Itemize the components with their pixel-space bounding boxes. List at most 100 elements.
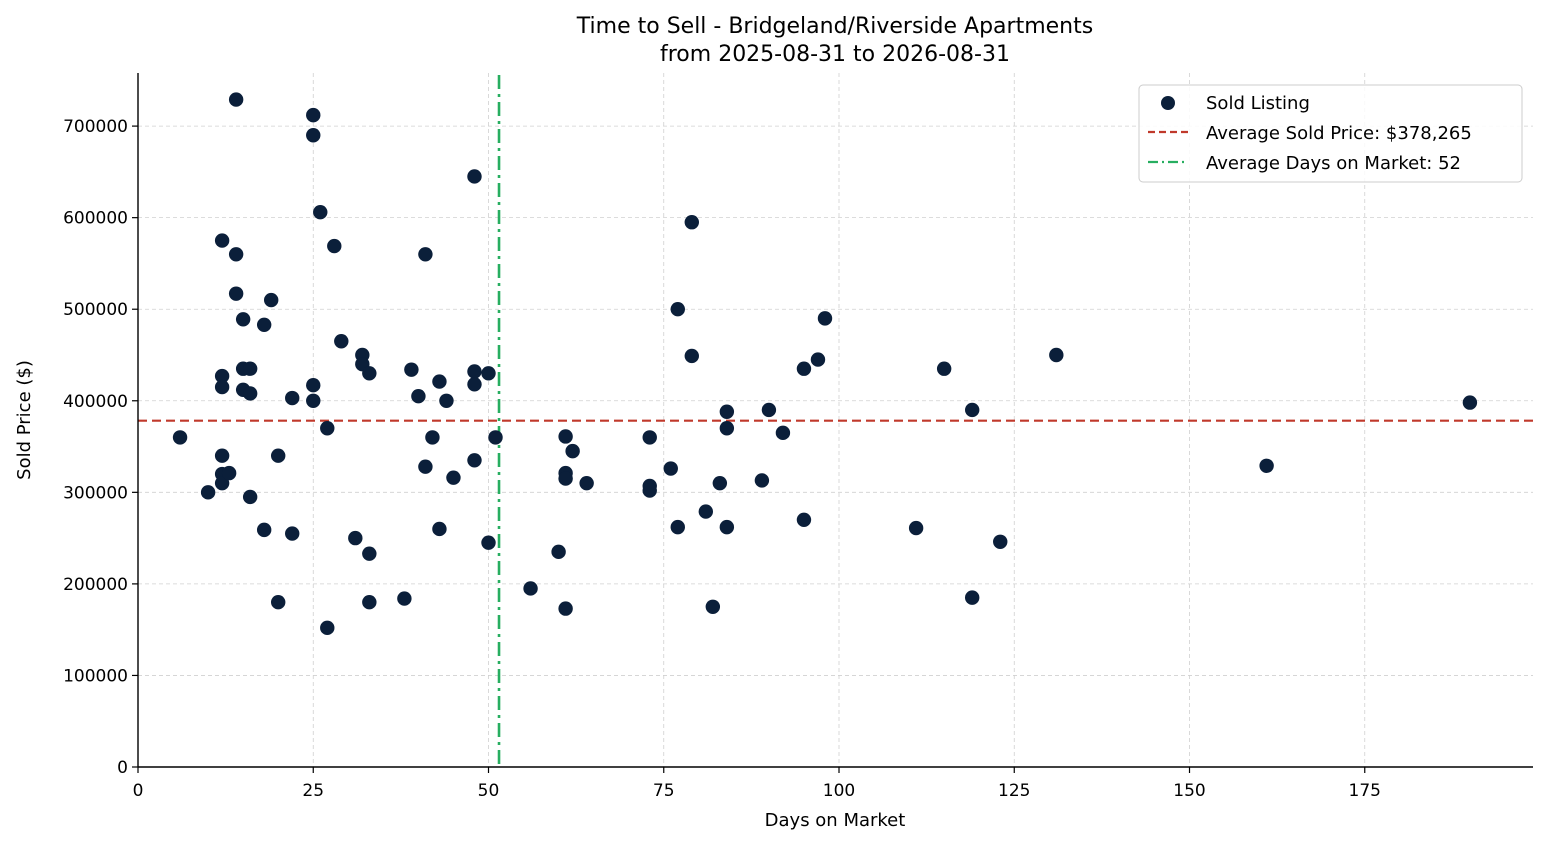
data-point <box>334 334 349 349</box>
data-point <box>558 429 573 444</box>
data-point <box>271 594 286 610</box>
data-point <box>306 393 321 408</box>
data-point <box>235 312 251 327</box>
data-point <box>642 483 657 498</box>
data-point <box>418 459 433 474</box>
data-point <box>817 311 833 326</box>
data-point <box>705 599 721 614</box>
data-point <box>761 402 777 418</box>
data-point <box>327 238 342 254</box>
data-point <box>936 361 952 376</box>
data-point <box>242 386 258 401</box>
data-point <box>306 128 321 143</box>
data-point <box>411 388 426 404</box>
data-point <box>242 489 258 505</box>
data-point <box>214 233 230 248</box>
data-point <box>467 377 482 392</box>
data-point <box>719 519 735 535</box>
data-point <box>964 402 980 418</box>
data-point <box>285 526 300 541</box>
data-point <box>712 475 728 491</box>
data-point <box>1049 347 1064 363</box>
data-point <box>172 430 188 445</box>
data-point <box>1462 395 1478 410</box>
data-point <box>214 368 230 384</box>
data-point <box>775 425 791 441</box>
data-point <box>228 92 244 107</box>
data-point <box>320 620 335 636</box>
data-point <box>810 352 826 367</box>
data-point <box>908 520 924 536</box>
chart-title: Time to Sell - Bridgeland/Riverside Apar… <box>576 14 1093 39</box>
data-point <box>256 317 272 332</box>
data-point <box>579 475 594 491</box>
data-point <box>306 378 321 393</box>
data-point <box>228 286 244 301</box>
data-point <box>285 390 300 406</box>
data-point <box>348 530 363 546</box>
data-point <box>684 348 699 364</box>
data-point <box>684 215 699 230</box>
data-point <box>698 504 714 519</box>
data-point <box>719 404 735 419</box>
data-point <box>362 366 377 381</box>
y-tick-label: 0 <box>117 758 128 778</box>
data-point <box>467 364 482 379</box>
data-point <box>432 521 447 537</box>
data-point <box>488 430 503 445</box>
y-tick-label: 600000 <box>63 209 128 229</box>
data-point <box>439 393 454 408</box>
data-point <box>221 465 237 481</box>
data-point <box>719 421 735 436</box>
data-point <box>467 169 482 184</box>
axis-ticks: 0 25 50 75 100 125 150 175 0 100000 200000 300000 40… <box>63 117 1381 801</box>
data-point <box>306 107 321 123</box>
data-point <box>418 247 433 262</box>
x-tick-label: 0 <box>133 781 144 801</box>
reference-lines <box>138 75 1533 767</box>
legend: Sold Listing Average Sold Price: $378,26… <box>1138 84 1523 183</box>
legend-label-avg-days: Average Days on Market: 52 <box>1206 153 1461 174</box>
data-point <box>1259 458 1274 473</box>
data-point <box>663 461 678 476</box>
y-tick-label: 500000 <box>63 300 128 320</box>
y-tick-label: 100000 <box>63 666 128 686</box>
y-axis-label: Sold Price ($) <box>14 360 35 480</box>
data-point <box>642 430 657 445</box>
y-tick-label: 400000 <box>63 392 128 412</box>
x-tick-label: 25 <box>302 781 324 801</box>
data-point <box>446 470 461 485</box>
data-point <box>481 535 496 550</box>
data-point <box>320 421 335 436</box>
data-point <box>214 475 230 491</box>
data-point <box>993 534 1008 549</box>
x-tick-label: 100 <box>823 781 855 801</box>
data-point <box>263 292 279 308</box>
y-tick-label: 200000 <box>63 575 128 595</box>
data-point <box>228 247 244 262</box>
data-point <box>754 473 770 488</box>
data-point <box>362 594 377 610</box>
chart-subtitle: from 2025-08-31 to 2026-08-31 <box>660 42 1010 67</box>
data-point <box>558 471 573 486</box>
data-point <box>214 448 230 463</box>
data-point <box>964 590 980 605</box>
data-point <box>200 485 216 500</box>
data-point <box>467 453 482 468</box>
data-point <box>242 361 258 376</box>
data-point <box>670 302 685 317</box>
legend-label-avg-price: Average Sold Price: $378,265 <box>1206 123 1472 144</box>
data-point <box>523 581 538 596</box>
data-point <box>362 546 377 561</box>
data-point <box>558 601 573 616</box>
data-points <box>172 92 1478 636</box>
data-point <box>214 379 230 395</box>
data-point <box>481 366 496 381</box>
data-point <box>551 544 566 560</box>
data-point <box>256 522 272 538</box>
legend-box <box>1138 84 1523 183</box>
legend-label-sold-listing: Sold Listing <box>1206 93 1310 114</box>
data-point <box>404 362 419 377</box>
data-point <box>670 519 685 535</box>
